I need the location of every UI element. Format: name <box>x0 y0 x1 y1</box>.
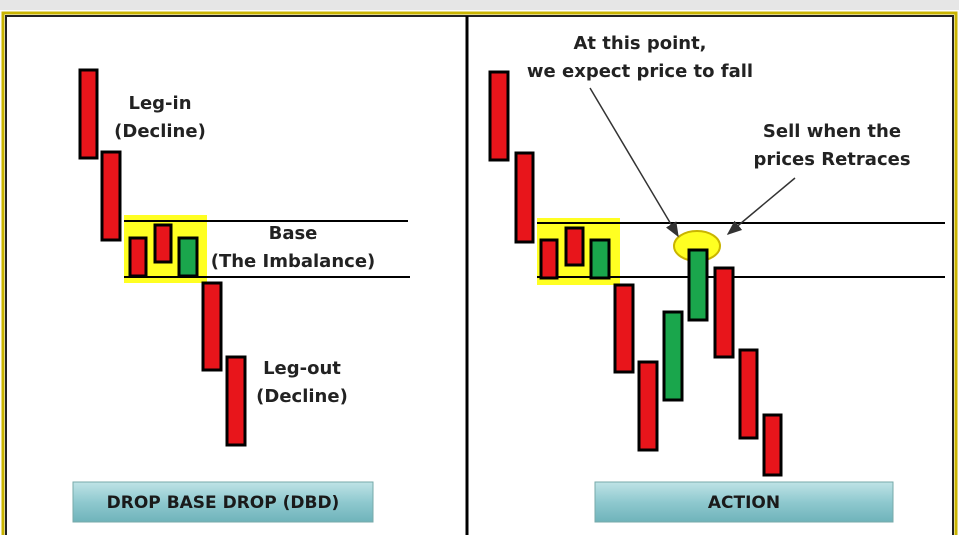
candle <box>564 226 585 267</box>
candle <box>153 223 173 264</box>
candle <box>613 283 635 374</box>
candle <box>687 248 709 322</box>
label: Leg-in <box>128 93 191 114</box>
candle <box>514 151 535 244</box>
candle <box>488 70 510 162</box>
caption-box <box>594 481 894 523</box>
candle <box>713 266 735 359</box>
label: (Decline) <box>256 386 348 407</box>
candle <box>762 413 783 477</box>
label: Base <box>269 223 318 244</box>
annotation: Sell when the <box>763 121 901 142</box>
candle <box>201 281 223 372</box>
right-panel: At this point, we expect price to fall S… <box>488 33 945 523</box>
candle <box>100 150 122 242</box>
left-panel: Leg-in (Decline) Base (The Imbalance) Le… <box>72 68 410 523</box>
candle <box>78 68 99 160</box>
candle <box>225 355 247 447</box>
label: (The Imbalance) <box>211 251 376 272</box>
label: Leg-out <box>263 358 341 379</box>
candle <box>539 238 559 280</box>
caption: ACTION <box>708 493 780 513</box>
candle <box>177 236 199 278</box>
candle <box>589 238 611 280</box>
candle <box>637 360 659 452</box>
top-strip <box>0 0 959 10</box>
candle <box>662 310 684 402</box>
annotation: prices Retraces <box>753 149 910 170</box>
annotation: we expect price to fall <box>527 61 753 82</box>
annotation: At this point, <box>573 33 706 54</box>
arrow <box>726 177 796 235</box>
frame <box>1 11 958 535</box>
frame-inner <box>5 15 954 535</box>
label: (Decline) <box>114 121 206 142</box>
caption: DROP BASE DROP (DBD) <box>107 493 340 513</box>
arrow <box>589 87 679 238</box>
candle <box>738 348 759 440</box>
caption-box <box>72 481 374 523</box>
candle <box>128 236 148 278</box>
